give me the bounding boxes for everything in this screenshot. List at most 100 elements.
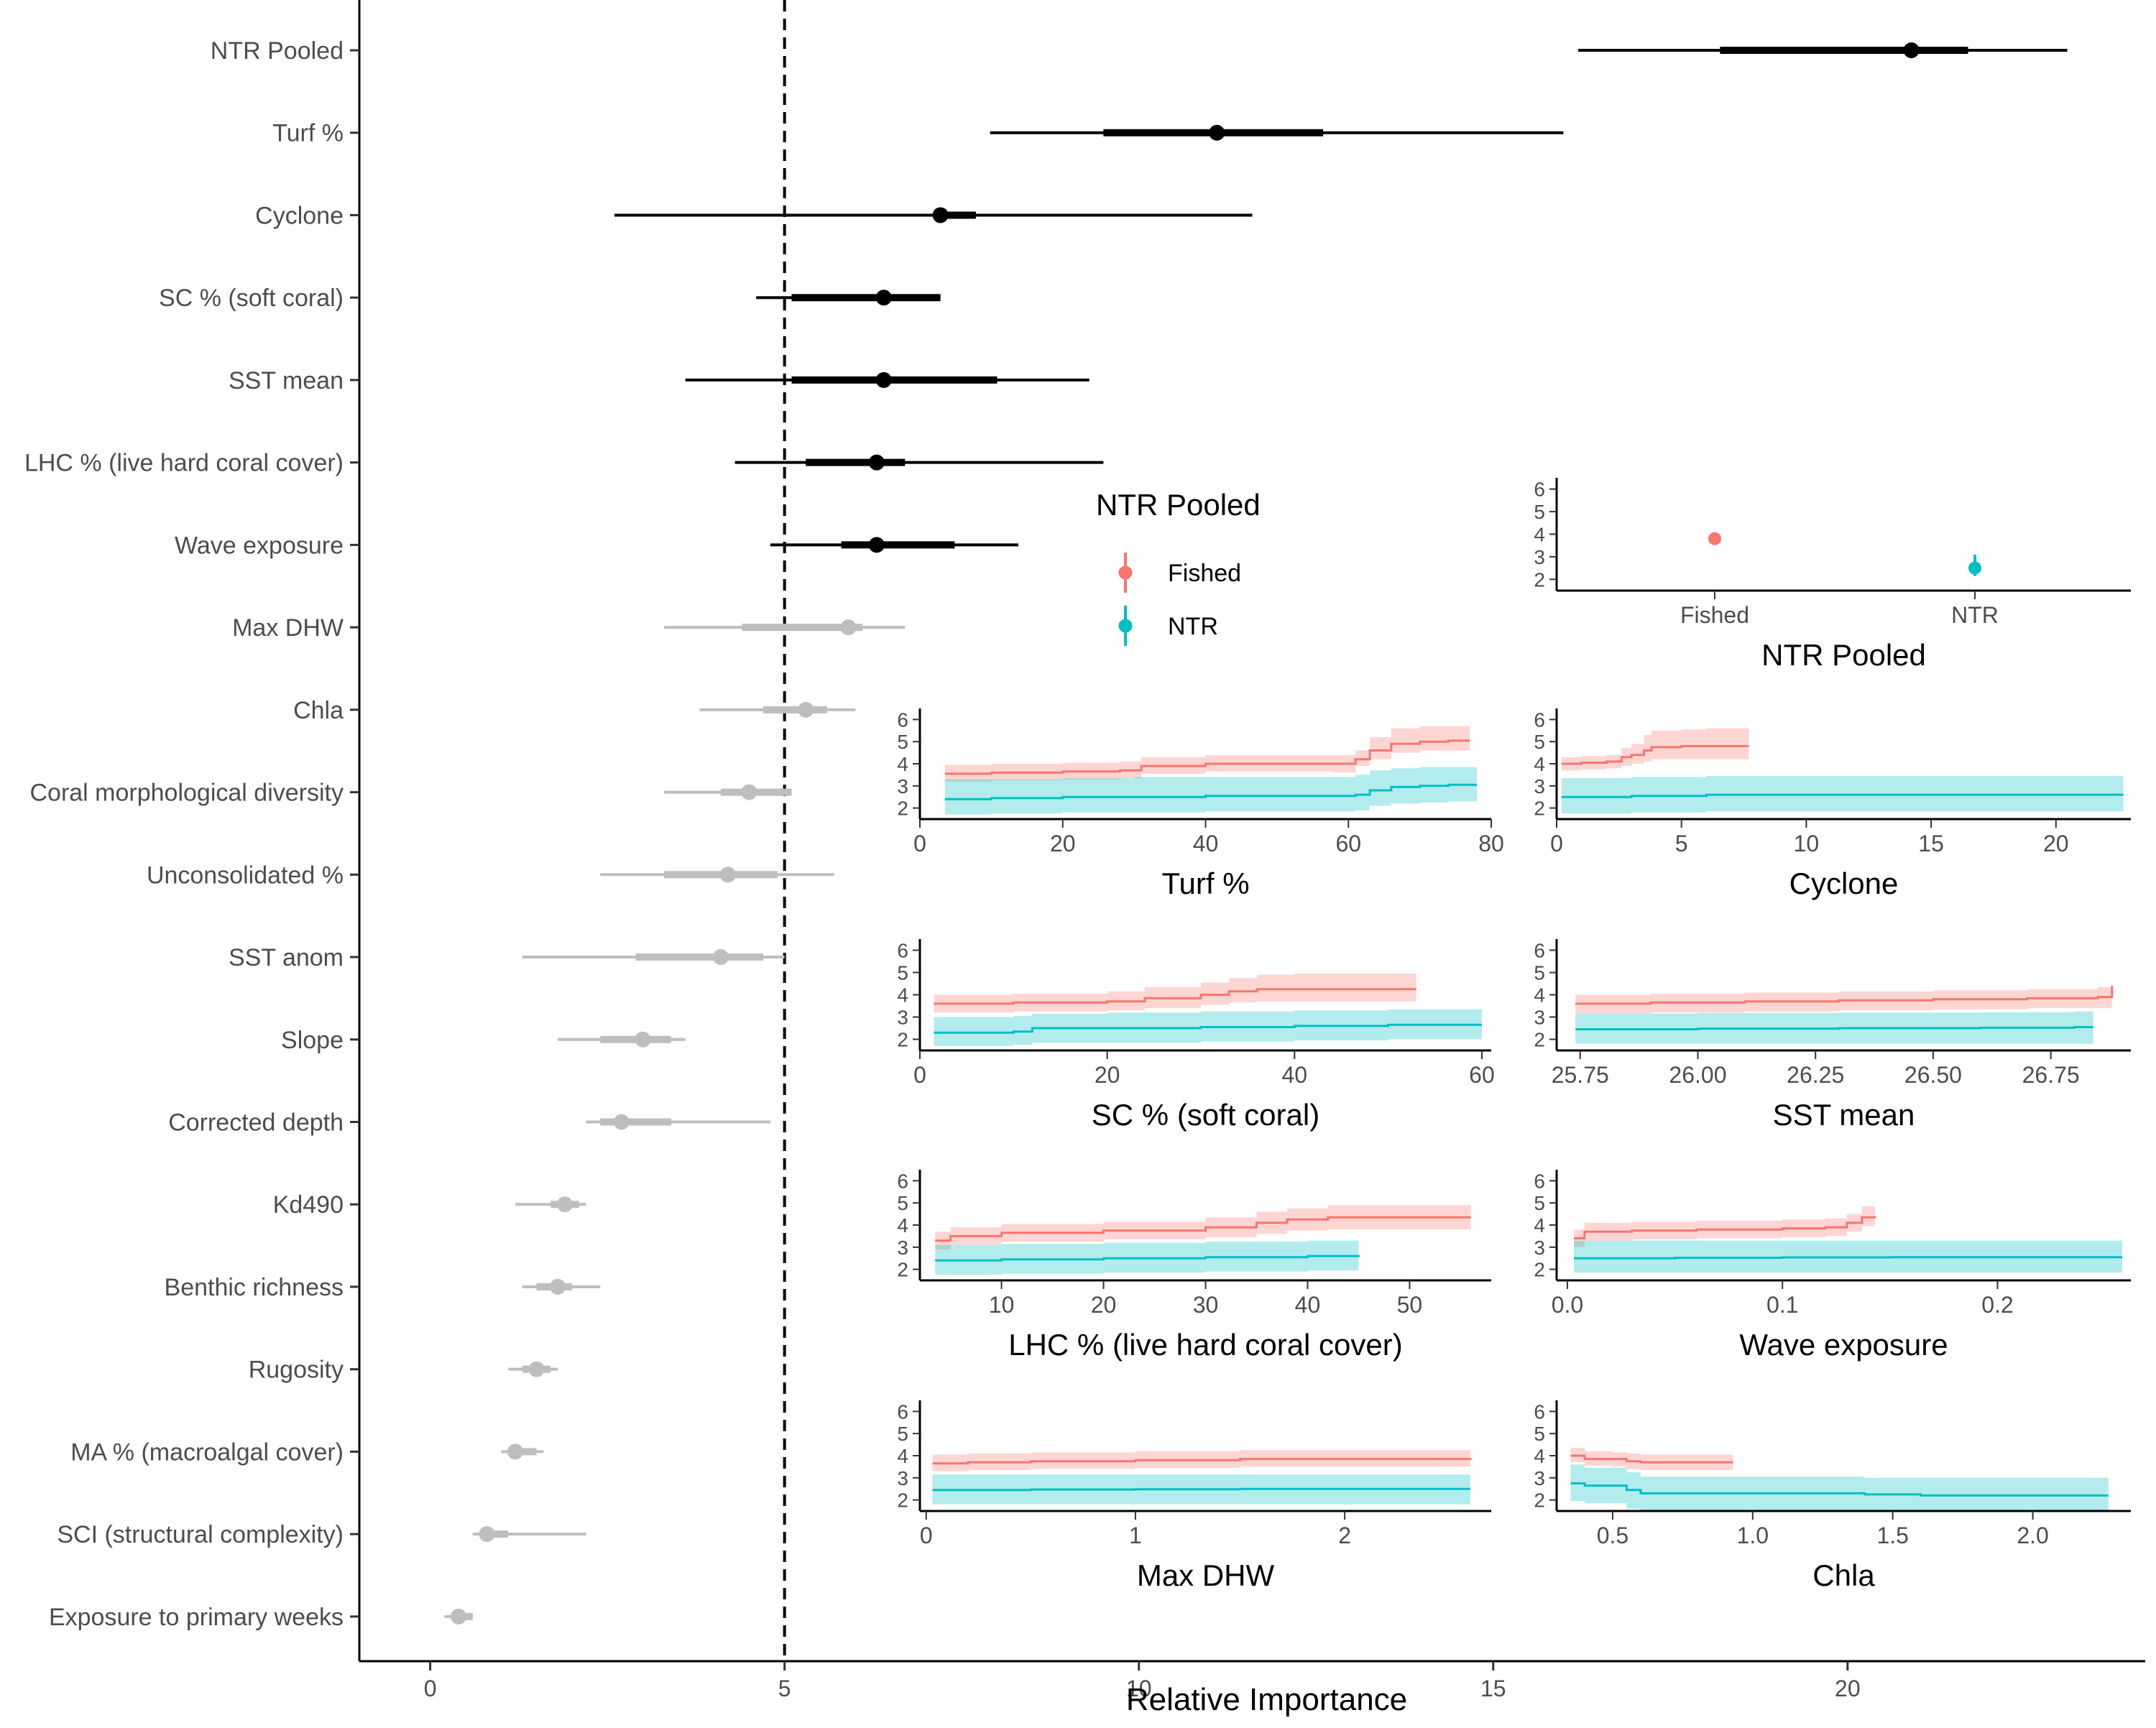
line-ntr (935, 1255, 1360, 1262)
panel-y-tick-label: 5 (1534, 1192, 1545, 1214)
panel-y-tick-label: 5 (1534, 1423, 1545, 1445)
panel-y-tick-label: 3 (1534, 775, 1545, 798)
ribbon-fished (1561, 728, 1749, 771)
forest-y-tick-label: MA % (macroalgal cover) (70, 1438, 344, 1466)
panel-y-tick-label: 3 (1534, 1007, 1545, 1029)
panel-x-tick-label: 0.1 (1766, 1292, 1798, 1318)
panel-x-tick-label: 1.0 (1737, 1523, 1769, 1548)
panel-title: NTR Pooled (1761, 638, 1926, 672)
forest-x-axis-title: Relative Importance (1126, 1682, 1407, 1717)
ribbon-fished (1573, 1205, 1875, 1247)
panel-title: LHC % (live hard coral cover) (1008, 1328, 1403, 1362)
panel-y-tick-label: 5 (1534, 501, 1545, 523)
panel-x-tick-label: 15 (1918, 831, 1944, 856)
panel-title: SST mean (1773, 1098, 1915, 1132)
legend-label-ntr: NTR (1168, 613, 1218, 640)
line-fished (935, 1216, 1471, 1242)
panel-y-tick-label: 6 (897, 1400, 908, 1423)
panel-y-tick-label: 2 (1534, 798, 1545, 820)
line-ntr (944, 783, 1478, 800)
legend-key-point-fished (1118, 565, 1133, 580)
forest-y-tick-label: Chla (293, 697, 344, 724)
panel-title: SC % (soft coral) (1092, 1098, 1319, 1132)
forest-y-tick-label: Corrected depth (168, 1109, 344, 1136)
panel-x-tick-label: 0.2 (1981, 1292, 2013, 1318)
panel-x-tick-label: 26.00 (1669, 1062, 1726, 1088)
line-ntr (1561, 793, 2124, 798)
estimate-point-chla (798, 701, 814, 718)
panel-y-tick-label: 3 (1534, 546, 1545, 568)
line-fished (1575, 986, 2114, 1005)
estimate-point-ma-macroalgal-cover (507, 1443, 523, 1460)
forest-y-tick-label: Coral morphological diversity (29, 780, 344, 807)
forest-x-tick-label: 0 (424, 1676, 437, 1701)
panel-x-tick-label: 40 (1193, 831, 1219, 856)
forest-y-tick-label: SCI (structural complexity) (57, 1521, 344, 1548)
panel-y-tick-label: 3 (897, 1467, 908, 1489)
forest-y-tick-label: Max DHW (232, 614, 344, 642)
panel-y-tick-label: 2 (1534, 1259, 1545, 1281)
legend-label-fished: Fished (1168, 560, 1241, 587)
panel-y-tick-label: 4 (1534, 984, 1545, 1007)
panel-x-tick-label: 40 (1282, 1062, 1308, 1088)
ribbon-ntr (944, 767, 1478, 815)
panel-y-tick-label: 2 (897, 1489, 908, 1512)
line-ntr (1573, 1256, 2122, 1260)
forest-x-tick-label: 20 (1835, 1676, 1861, 1701)
panel-x-tick-label: 0.0 (1552, 1292, 1583, 1318)
panel-y-tick-label: 6 (1534, 1400, 1545, 1423)
panel-x-tick-label: NTR (1951, 602, 1999, 628)
panel-x-tick-label: 30 (1193, 1292, 1219, 1318)
panel-x-tick-label: 60 (1335, 831, 1361, 856)
panel-y-tick-label: 3 (897, 775, 908, 798)
pointrange-point-ntr (1968, 561, 1981, 575)
panel-x-tick-label: 50 (1397, 1292, 1423, 1318)
panel-y-tick-label: 4 (1534, 1445, 1545, 1467)
panel-y-tick-label: 5 (897, 962, 908, 984)
ribbon-fished (1575, 964, 2112, 1014)
estimate-point-kd490 (556, 1196, 573, 1213)
panel-x-tick-label: 10 (989, 1292, 1015, 1318)
panel-y-tick-label: 4 (897, 984, 908, 1007)
line-ntr (934, 1023, 1482, 1034)
forest-y-tick-label: Wave exposure (175, 532, 344, 559)
estimate-point-cyclone (932, 207, 949, 223)
panel-y-tick-label: 4 (1534, 1214, 1545, 1237)
estimate-point-ntr-pooled (1903, 42, 1920, 58)
panel-y-tick-label: 6 (1534, 708, 1545, 731)
panel-y-tick-label: 2 (897, 1259, 908, 1281)
estimate-point-benthic-richness (550, 1278, 566, 1295)
panel-x-tick-label: 25.75 (1552, 1062, 1609, 1088)
panel-x-tick-label: 0.5 (1597, 1523, 1628, 1548)
estimate-point-wave-exposure (868, 537, 885, 553)
panel-y-tick-label: 6 (1534, 940, 1545, 962)
estimate-point-coral-morphological-diversity (741, 784, 757, 800)
panel-y-tick-label: 3 (1534, 1467, 1545, 1489)
panel-y-tick-label: 4 (1534, 753, 1545, 775)
forest-y-tick-label: Exposure to primary weeks (49, 1604, 344, 1631)
panel-x-tick-label: 26.50 (1904, 1062, 1962, 1088)
forest-x-tick-label: 10 (1126, 1676, 1152, 1701)
ribbon-ntr (1570, 1464, 2109, 1511)
panel-x-tick-label: 2.0 (2017, 1523, 2048, 1548)
panel-y-tick-label: 6 (897, 708, 908, 731)
estimate-point-sst-mean (875, 371, 892, 388)
estimate-point-sst-anom (712, 949, 729, 966)
panel-y-tick-label: 6 (1534, 479, 1545, 501)
line-fished (934, 988, 1416, 1005)
forest-y-tick-label: Rugosity (249, 1357, 344, 1384)
pointrange-point-fished (1708, 532, 1721, 545)
panel-x-tick-label: 20 (2043, 831, 2069, 856)
panel-x-tick-label: 20 (1095, 1062, 1120, 1088)
line-ntr (932, 1487, 1470, 1492)
estimate-point-rugosity (528, 1361, 545, 1377)
panel-x-tick-label: 2 (1338, 1523, 1351, 1548)
line-fished (932, 1458, 1472, 1465)
panel-x-tick-label: 0 (1550, 831, 1563, 856)
